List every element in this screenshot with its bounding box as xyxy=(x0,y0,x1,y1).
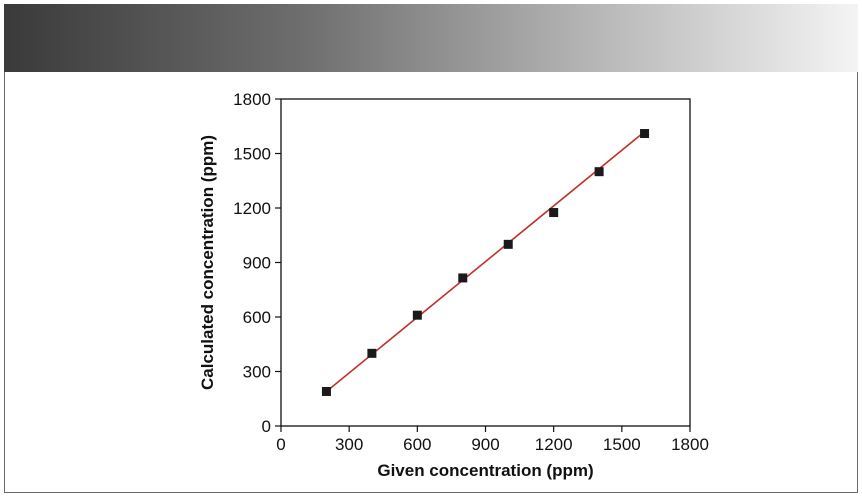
y-tick-label: 1800 xyxy=(233,90,271,109)
x-axis-title: Given concentration (ppm) xyxy=(377,461,593,480)
x-tick-label: 600 xyxy=(403,435,431,454)
data-point xyxy=(640,129,650,139)
x-tick-label: 1500 xyxy=(603,435,641,454)
data-point xyxy=(458,273,468,283)
data-point xyxy=(503,239,513,249)
x-tick-label: 0 xyxy=(276,435,285,454)
data-point xyxy=(367,348,377,358)
y-tick-label: 1200 xyxy=(233,199,271,218)
y-tick-label: 300 xyxy=(243,363,271,382)
x-tick-label: 1800 xyxy=(671,435,709,454)
x-tick-label: 900 xyxy=(471,435,499,454)
data-point xyxy=(321,386,331,396)
data-point xyxy=(594,167,604,177)
header-gradient-bar xyxy=(4,4,858,72)
data-point xyxy=(549,208,559,218)
y-axis-title: Calculated concentration (ppm) xyxy=(198,135,217,390)
x-tick-label: 1200 xyxy=(535,435,573,454)
y-tick-label: 600 xyxy=(243,308,271,327)
chart-panel xyxy=(4,72,858,493)
y-tick-label: 1500 xyxy=(233,145,271,164)
data-point xyxy=(412,310,422,320)
y-tick-label: 0 xyxy=(262,417,271,436)
y-tick-label: 900 xyxy=(243,254,271,273)
x-tick-label: 300 xyxy=(335,435,363,454)
fit-line xyxy=(325,131,646,393)
